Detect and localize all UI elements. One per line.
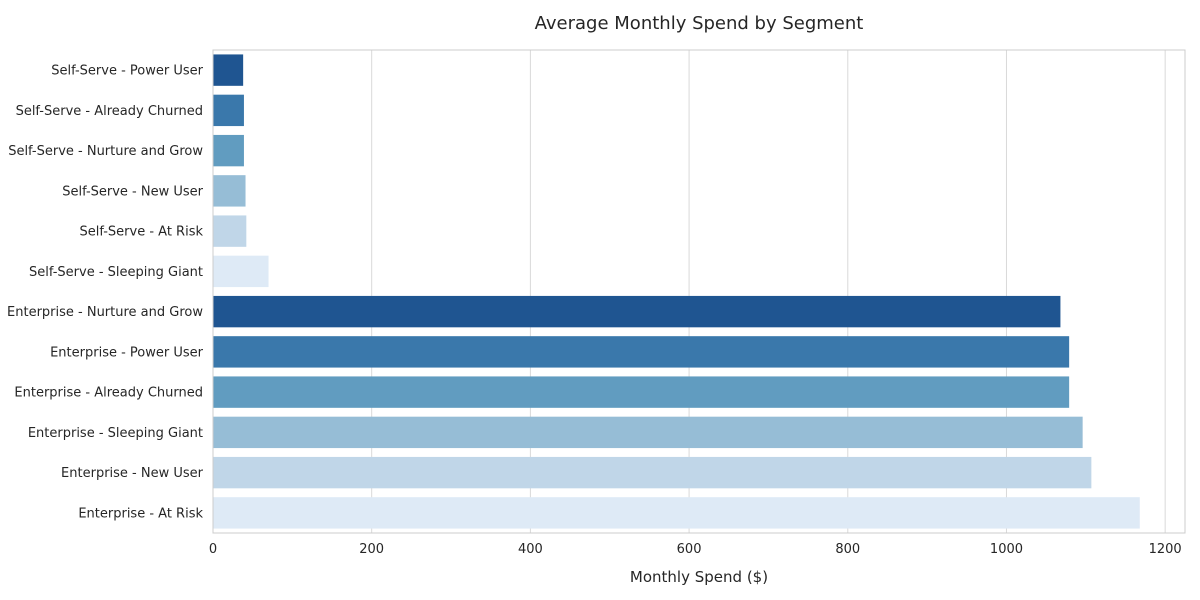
- bar: [213, 456, 1092, 489]
- category-label: Enterprise - Power User: [50, 345, 204, 360]
- category-label: Self-Serve - Sleeping Giant: [29, 265, 203, 280]
- bar: [213, 497, 1140, 529]
- x-tick-label: 0: [209, 542, 217, 557]
- category-label: Self-Serve - New User: [62, 184, 203, 199]
- category-label: Enterprise - New User: [61, 466, 204, 481]
- chart-title: Average Monthly Spend by Segment: [535, 13, 864, 34]
- bar: [213, 295, 1061, 328]
- category-label: Self-Serve - Power User: [51, 64, 203, 79]
- bar: [213, 336, 1070, 368]
- category-label: Enterprise - Sleeping Giant: [28, 426, 203, 441]
- x-tick-label: 600: [677, 542, 702, 557]
- x-tick-label: 1200: [1149, 542, 1182, 557]
- category-label: Self-Serve - Already Churned: [16, 104, 203, 119]
- bar: [213, 134, 244, 167]
- grid-lines: [212, 50, 1166, 533]
- category-label: Enterprise - At Risk: [78, 506, 203, 521]
- bar: [213, 54, 244, 86]
- x-tick-label: 400: [518, 542, 543, 557]
- category-label: Enterprise - Already Churned: [14, 386, 203, 401]
- bars: [213, 54, 1140, 529]
- bar: [213, 376, 1070, 408]
- bar: [213, 175, 246, 207]
- x-tick-label: 200: [359, 542, 384, 557]
- x-axis-label: Monthly Spend ($): [630, 568, 768, 586]
- bar: [213, 416, 1083, 449]
- bar: [213, 215, 247, 247]
- x-tick-label: 1000: [990, 542, 1023, 557]
- bar: [213, 94, 244, 127]
- category-label: Self-Serve - At Risk: [80, 225, 204, 240]
- category-labels: Self-Serve - Power User Self-Serve - Alre…: [7, 64, 204, 522]
- category-label: Self-Serve - Nurture and Grow: [8, 144, 203, 159]
- category-label: Enterprise - Nurture and Grow: [7, 305, 203, 320]
- plot-frame: [212, 49, 1186, 534]
- bar: [213, 255, 269, 288]
- x-tick-labels: 0 200 400 600 800 1000 1200: [209, 542, 1182, 557]
- x-tick-label: 800: [835, 542, 860, 557]
